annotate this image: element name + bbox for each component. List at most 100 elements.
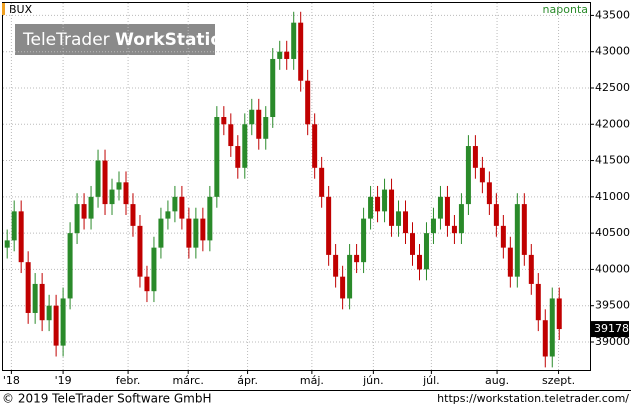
symbol-marker	[2, 3, 5, 15]
candle-body	[158, 218, 164, 248]
candle-body	[298, 22, 304, 81]
candle-body	[67, 233, 73, 299]
x-tick-label: ápr.	[237, 374, 258, 387]
candle-body	[326, 196, 332, 255]
candle-body	[249, 109, 255, 125]
x-tick-label: szept.	[542, 374, 575, 387]
candle-body	[95, 160, 101, 197]
candle-body	[305, 80, 311, 125]
candle-body	[123, 182, 129, 205]
candle-body	[340, 276, 346, 299]
candle-body	[11, 211, 17, 241]
chart-subtitle: naponta	[543, 3, 588, 16]
candle-body	[389, 189, 395, 226]
candle-body	[549, 298, 555, 357]
candle-body	[430, 218, 436, 234]
candle-body	[437, 196, 443, 219]
x-tick-label: '19	[55, 374, 72, 387]
candle-body	[514, 204, 520, 277]
candle-body	[444, 196, 450, 226]
chart-title: BUX	[9, 3, 33, 16]
candle-body	[228, 124, 234, 147]
candle-body	[542, 320, 548, 357]
candle-body	[361, 218, 367, 263]
candle-body	[312, 124, 318, 168]
candle-body	[102, 160, 108, 205]
candle-body	[221, 117, 227, 125]
candle-body	[319, 167, 325, 197]
candle-body	[375, 196, 381, 212]
candle-body	[486, 182, 492, 205]
candle-body	[403, 211, 409, 234]
y-tick-label: 41000	[595, 190, 630, 203]
candle-body	[193, 218, 199, 248]
x-tick-label: aug.	[485, 374, 509, 387]
candle-body	[493, 204, 499, 226]
last-value-box	[591, 321, 629, 338]
y-tick-label: 40500	[595, 226, 630, 239]
logo-bold: WorkStation	[115, 30, 234, 50]
x-tick-label: jún.	[362, 374, 384, 387]
candle-body	[354, 254, 360, 263]
x-tick-label: '18	[3, 374, 20, 387]
candle-body	[556, 298, 562, 330]
logo-box	[15, 24, 215, 55]
candle-body	[451, 225, 457, 234]
candle-body	[109, 189, 115, 205]
candle-body	[151, 247, 157, 292]
logo-text: TeleTrader WorkStation	[22, 30, 234, 50]
x-tick-label: júl.	[422, 374, 440, 387]
candle-body	[528, 254, 534, 284]
x-tick-label: máj.	[300, 374, 324, 387]
footer-left: © 2019 TeleTrader Software GmbH	[2, 392, 212, 406]
y-tick-label: 42500	[595, 81, 630, 94]
candle-body	[39, 283, 45, 321]
y-tick-label: 39500	[595, 299, 630, 312]
candle-body	[32, 283, 38, 313]
x-tick-label: márc.	[173, 374, 204, 387]
y-tick-label: 39000	[595, 335, 630, 348]
candle-body	[465, 146, 471, 205]
candle-body	[368, 196, 374, 219]
candle-body	[382, 189, 388, 212]
candle-body	[186, 218, 192, 248]
y-tick-label: 43500	[595, 8, 630, 21]
candle-body	[410, 233, 416, 255]
candle-body	[4, 240, 10, 248]
x-tick-label: febr.	[116, 374, 141, 387]
candle-body	[479, 167, 485, 183]
candle-body	[165, 211, 171, 219]
candle-body	[256, 109, 262, 139]
candle-body	[242, 124, 248, 168]
logo-light: TeleTrader	[22, 30, 110, 50]
candle-body	[88, 196, 94, 219]
candle-body	[130, 204, 136, 226]
y-tick-label: 41500	[595, 154, 630, 167]
candle-body	[53, 305, 59, 346]
candle-body	[60, 298, 66, 346]
candle-body	[347, 254, 353, 299]
candle-body	[423, 233, 429, 270]
candle-body	[235, 146, 241, 168]
candle-body	[144, 276, 150, 292]
candle-body	[74, 204, 80, 234]
candle-body	[507, 247, 513, 277]
candle-body	[200, 218, 206, 241]
candle-body	[458, 204, 464, 234]
candle-body	[472, 146, 478, 168]
candle-body	[291, 22, 297, 59]
candle-body	[270, 58, 276, 118]
candle-body	[81, 204, 87, 219]
candle-body	[179, 196, 185, 219]
footer-right: https://workstation.teletrader.com/	[437, 392, 629, 405]
last-value-label: 39178	[594, 322, 629, 335]
candle-body	[137, 225, 143, 277]
candle-body	[207, 196, 213, 241]
candle-body	[214, 117, 220, 197]
candle-body	[333, 254, 339, 277]
candle-body	[172, 196, 178, 212]
candle-body	[416, 254, 422, 270]
candle-body	[46, 305, 52, 321]
